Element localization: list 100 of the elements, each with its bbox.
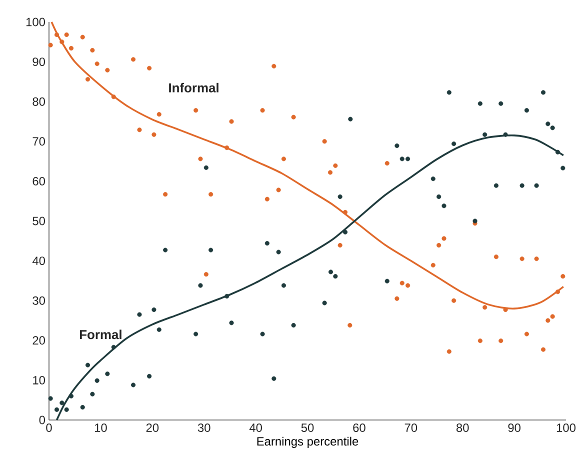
point	[152, 132, 156, 137]
point	[60, 400, 64, 406]
point	[260, 108, 265, 113]
point	[520, 183, 524, 188]
point	[534, 256, 539, 262]
point	[137, 128, 142, 132]
point	[540, 90, 546, 95]
point	[446, 90, 452, 95]
point	[384, 278, 390, 284]
point	[560, 274, 566, 279]
point	[281, 156, 286, 162]
point	[281, 283, 286, 288]
point	[430, 262, 436, 268]
x-tick-label: 100	[556, 424, 576, 432]
point	[406, 156, 410, 162]
point	[482, 132, 488, 137]
point	[54, 32, 60, 38]
point	[137, 312, 142, 317]
point	[348, 322, 352, 328]
point	[342, 230, 348, 234]
point	[229, 119, 234, 124]
point	[524, 108, 530, 113]
point	[472, 218, 478, 224]
point	[80, 404, 85, 410]
point	[394, 296, 400, 301]
point	[338, 194, 342, 200]
point	[560, 166, 566, 170]
point	[198, 283, 203, 288]
point	[68, 46, 74, 51]
point	[85, 77, 90, 82]
point	[264, 240, 270, 246]
point	[498, 338, 504, 344]
point	[130, 57, 136, 62]
point	[478, 338, 482, 344]
point	[90, 48, 95, 53]
point	[406, 283, 410, 288]
point	[503, 307, 508, 312]
point	[229, 320, 234, 326]
point	[60, 40, 64, 44]
point	[482, 305, 488, 310]
point	[152, 307, 156, 312]
point	[204, 165, 208, 170]
point	[111, 344, 116, 350]
point	[436, 194, 442, 200]
point	[338, 242, 342, 248]
point	[400, 280, 404, 286]
point	[442, 236, 446, 241]
point	[478, 101, 482, 106]
point	[322, 300, 327, 306]
point	[147, 374, 152, 379]
point	[94, 61, 100, 66]
point	[322, 139, 327, 144]
y-tick-label: 90	[32, 58, 46, 66]
x-tick-label: 10	[94, 424, 107, 432]
point	[328, 270, 334, 274]
x-tick-label: 40	[249, 424, 262, 432]
point	[520, 256, 524, 262]
point	[494, 183, 498, 188]
point	[534, 183, 539, 188]
point	[64, 32, 69, 38]
point	[85, 362, 90, 368]
point	[147, 66, 152, 70]
x-tick-label: 90	[508, 424, 520, 432]
point	[546, 122, 550, 126]
point	[342, 210, 348, 215]
point	[130, 382, 136, 388]
point	[291, 114, 296, 120]
point	[48, 396, 53, 401]
point	[105, 68, 110, 72]
point	[264, 196, 270, 202]
point	[163, 248, 168, 252]
y-tick-label: 10	[33, 376, 46, 384]
point	[272, 64, 276, 68]
y-tick-label: 20	[32, 336, 46, 345]
point	[48, 42, 53, 48]
y-tick-label: 0	[39, 416, 46, 424]
point	[555, 290, 560, 294]
point	[452, 298, 456, 303]
point	[163, 192, 168, 197]
point	[384, 160, 390, 166]
point	[194, 108, 198, 113]
y-tick-label: 40	[32, 256, 46, 266]
point	[272, 376, 276, 381]
point	[546, 318, 550, 323]
point	[54, 407, 60, 412]
series-label: Formal	[80, 330, 122, 340]
text: Informal	[169, 82, 218, 92]
point	[400, 156, 404, 162]
point	[394, 143, 400, 148]
x-axis-title: Earnings percentile	[257, 436, 358, 448]
point	[80, 34, 85, 40]
point	[550, 314, 555, 319]
point	[442, 204, 446, 208]
point	[204, 272, 208, 277]
point	[333, 274, 338, 279]
y-tick-label: 50	[32, 216, 46, 226]
point	[105, 372, 110, 376]
point	[198, 156, 203, 162]
point	[64, 407, 69, 412]
point	[446, 349, 452, 354]
